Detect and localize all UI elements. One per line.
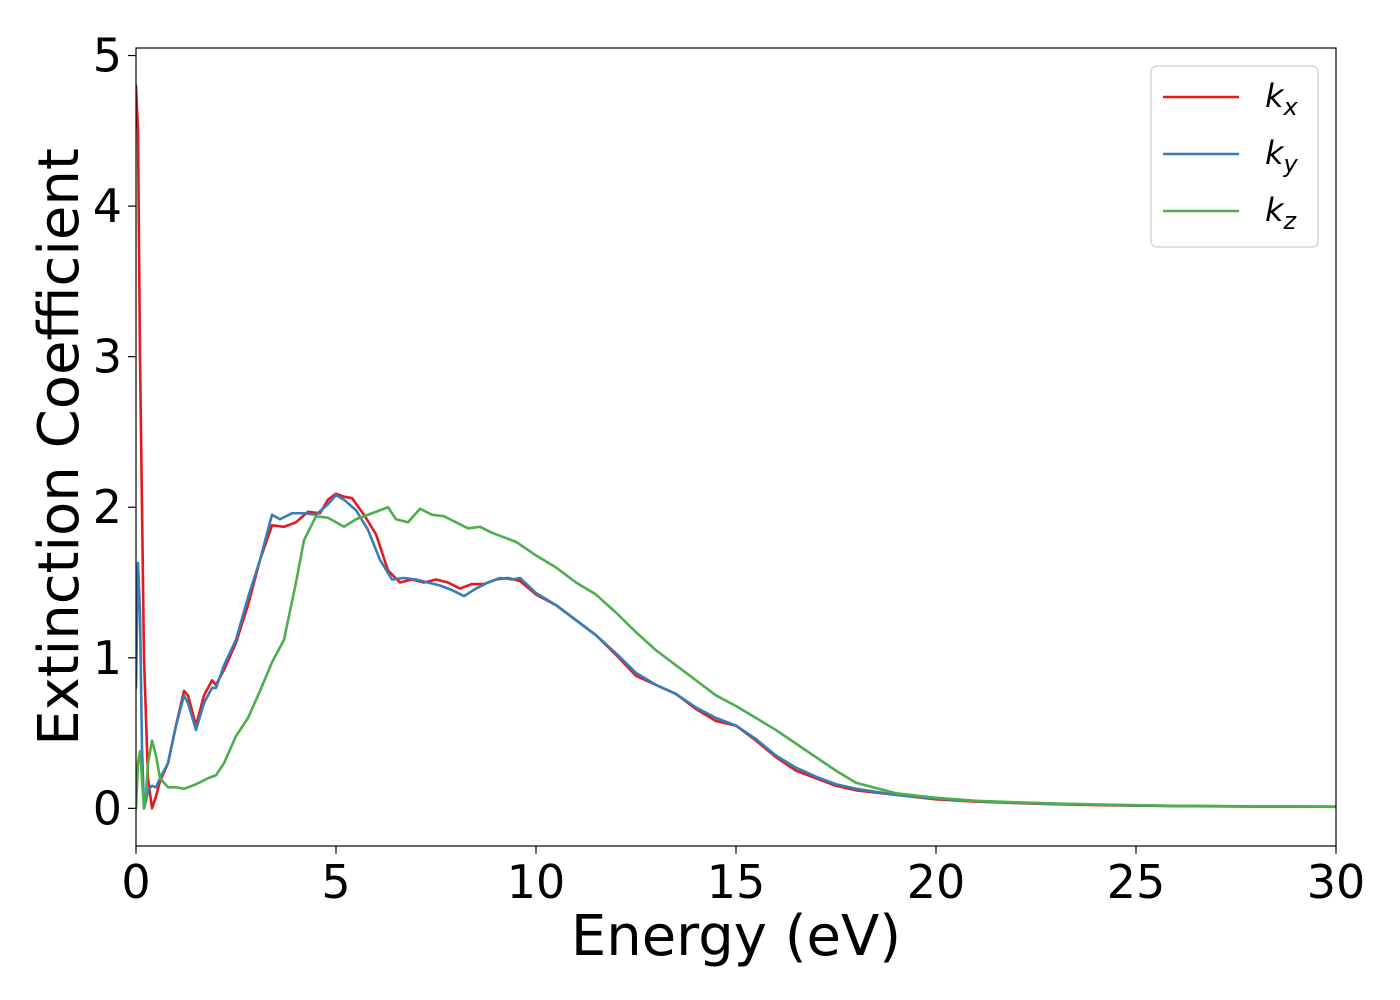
legend-box — [1150, 65, 1319, 248]
x-tick-label: 15 — [707, 855, 766, 909]
series-line-ky — [136, 493, 1336, 810]
y-tick-label: 1 — [93, 631, 122, 685]
y-tick-label: 5 — [93, 29, 122, 83]
y-axis: 0 1 2 3 4 5 — [93, 29, 136, 835]
legend-label-kx: kx — [1265, 77, 1299, 121]
x-tick-label: 10 — [507, 855, 566, 909]
legend-label-ky: ky — [1265, 134, 1299, 178]
x-axis: 0 5 10 15 20 25 30 — [121, 846, 1365, 909]
y-axis-title: Extinction Coefficient — [27, 148, 92, 746]
legend: kx ky kz — [1150, 65, 1319, 248]
legend-label-kz: kz — [1265, 191, 1298, 235]
series-line-kz — [136, 505, 1336, 810]
y-tick-label: 2 — [93, 480, 122, 534]
y-tick-label: 0 — [93, 781, 122, 835]
x-tick-label: 5 — [321, 855, 350, 909]
x-tick-label: 30 — [1307, 855, 1366, 909]
y-tick-label: 4 — [93, 179, 122, 233]
x-axis-title: Energy (eV) — [571, 904, 901, 969]
x-tick-label: 25 — [1107, 855, 1166, 909]
y-tick-label: 3 — [93, 330, 122, 384]
x-tick-label: 0 — [121, 855, 150, 909]
x-tick-label: 20 — [907, 855, 966, 909]
series-layer — [136, 84, 1336, 810]
series-line-kx — [136, 84, 1336, 810]
